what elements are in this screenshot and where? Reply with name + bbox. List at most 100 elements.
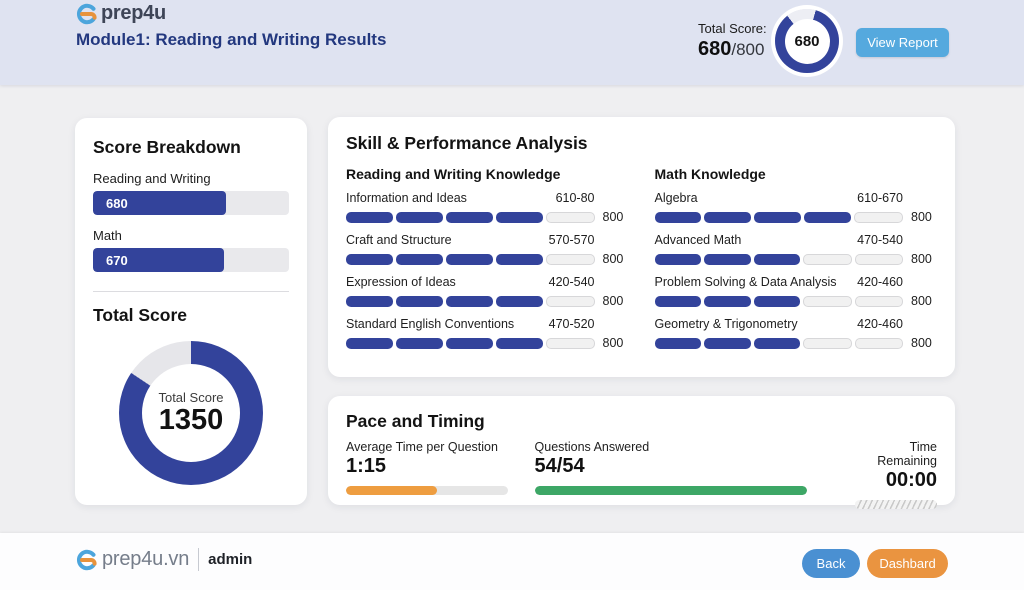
segment-filled: [445, 295, 493, 307]
footer-logo: prep4u.vn admin: [76, 548, 252, 571]
skill-row: Problem Solving & Data Analysis 420-460 80…: [654, 275, 938, 308]
pace-metric-fill: [346, 486, 437, 495]
donut-center-value: 1350: [158, 403, 224, 436]
skill-name: Algebra: [654, 191, 698, 205]
skill-bar-line: 800: [654, 210, 938, 224]
skill-bar-line: 800: [346, 210, 629, 224]
skill-range: 610-670: [857, 191, 903, 205]
skill-row: Standard English Conventions 470-520 800: [346, 317, 629, 350]
skill-row-labels: Information and Ideas 610-80: [346, 191, 629, 205]
skill-bar-line: 800: [654, 336, 938, 350]
donut-center-label: Total Score: [158, 389, 224, 405]
score-max: /800: [731, 40, 765, 59]
segment-empty: [854, 211, 904, 223]
skill-max-label: 800: [911, 336, 932, 350]
skill-bar-line: 800: [654, 252, 938, 266]
skill-range: 420-460: [857, 317, 903, 331]
segment-filled: [445, 337, 493, 349]
header-logo: prep4u: [76, 2, 166, 25]
segment-filled: [753, 337, 800, 349]
score-bar-track: 680: [93, 191, 289, 215]
pace-metric: Questions Answered 54/54: [534, 440, 851, 509]
skill-max-label: 800: [602, 336, 624, 350]
pace-metrics: Average Time per Question 1:15 Questions A…: [346, 440, 937, 509]
segment-filled: [495, 211, 543, 223]
prep4u-footer-logo-icon: [77, 549, 97, 570]
skill-row: Craft and Structure 570-570 800: [346, 233, 629, 266]
skill-range: 470-520: [548, 317, 595, 331]
score-breakdown-title: Score Breakdown: [93, 137, 241, 157]
pace-metric: Time Remaining 00:00: [850, 440, 937, 509]
skill-segment-bar: [654, 253, 903, 265]
segment-empty: [545, 253, 595, 265]
segment-filled: [395, 337, 443, 349]
segment-filled: [346, 253, 393, 265]
segment-filled: [753, 295, 800, 307]
skill-column-heading: Math Knowledge: [654, 166, 766, 182]
segment-filled: [395, 211, 443, 223]
segment-filled: [445, 211, 493, 223]
skill-bar-line: 800: [346, 294, 629, 308]
segment-empty: [545, 295, 595, 307]
pace-metric-value: 1:15: [346, 455, 387, 477]
skill-range: 610-80: [555, 191, 595, 205]
skill-segment-bar: [346, 253, 595, 265]
score-achieved: 680: [698, 38, 732, 60]
skill-row-labels: Advanced Math 470-540: [655, 233, 938, 247]
footer-logo-text: prep4u.vn: [102, 548, 190, 570]
skill-range: 420-540: [548, 275, 595, 289]
skill-max-label: 800: [602, 252, 624, 266]
header: prep4u Module1: Reading and Writing Resu…: [0, 0, 1024, 85]
segment-empty: [803, 295, 852, 307]
score-bar-track: 670: [93, 248, 289, 272]
segment-empty: [803, 337, 852, 349]
skill-bar-line: 800: [654, 294, 938, 308]
skill-segment-bar: [654, 295, 903, 307]
pace-metric-bar: [855, 500, 937, 509]
header-score-donut: 680: [775, 9, 839, 73]
score-breakdown-bars: Reading and Writing 680 Math 670: [75, 171, 307, 272]
segment-empty: [545, 211, 595, 223]
segment-filled: [495, 295, 543, 307]
dashboard-button[interactable]: Dashbard: [867, 549, 948, 578]
segment-filled: [654, 253, 701, 265]
skill-max-label: 800: [911, 252, 932, 266]
skill-range: 470-540: [857, 233, 903, 247]
total-score-label: Total Score:: [698, 21, 767, 36]
skill-row: Geometry & Trigonometry 420-460 800: [654, 317, 938, 350]
segment-filled: [654, 337, 701, 349]
segment-empty: [854, 253, 903, 265]
skill-column-heading: Reading and Writing Knowledge: [346, 166, 561, 182]
skill-range: 420-460: [857, 275, 903, 289]
skill-name: Advanced Math: [654, 233, 742, 247]
skill-name: Information and Ideas: [346, 191, 467, 205]
segment-filled: [346, 337, 393, 349]
segment-filled: [704, 211, 752, 223]
prep4u-logo-icon: [77, 3, 97, 24]
segment-empty: [803, 253, 852, 265]
pace-metric-value: 00:00: [885, 469, 937, 491]
back-button[interactable]: Back: [802, 549, 860, 578]
view-report-button[interactable]: View Report: [856, 28, 949, 57]
footer-divider: [198, 548, 200, 571]
pace-metric-bar: [346, 486, 508, 495]
segment-filled: [654, 211, 702, 223]
skill-row-labels: Problem Solving & Data Analysis 420-460: [655, 275, 938, 289]
skill-row-labels: Geometry & Trigonometry 420-460: [655, 317, 938, 331]
skill-row: Expression of Ideas 420-540 800: [346, 275, 629, 308]
logo-text: prep4u: [101, 2, 166, 24]
total-donut-center: Total Score 1350: [142, 364, 240, 462]
score-bar-fill: 680: [93, 191, 227, 215]
segment-filled: [753, 253, 800, 265]
segment-filled: [495, 253, 543, 265]
pace-metric-fill: [534, 486, 807, 495]
skill-segment-bar: [654, 337, 903, 349]
divider: [93, 291, 289, 292]
skill-segment-bar: [346, 337, 595, 349]
segment-filled: [395, 295, 443, 307]
skill-name: Craft and Structure: [346, 233, 452, 247]
skill-max-label: 800: [602, 210, 624, 224]
segment-filled: [395, 253, 443, 265]
score-bar-label: Reading and Writing: [93, 171, 211, 186]
footer-username: admin: [208, 551, 253, 568]
